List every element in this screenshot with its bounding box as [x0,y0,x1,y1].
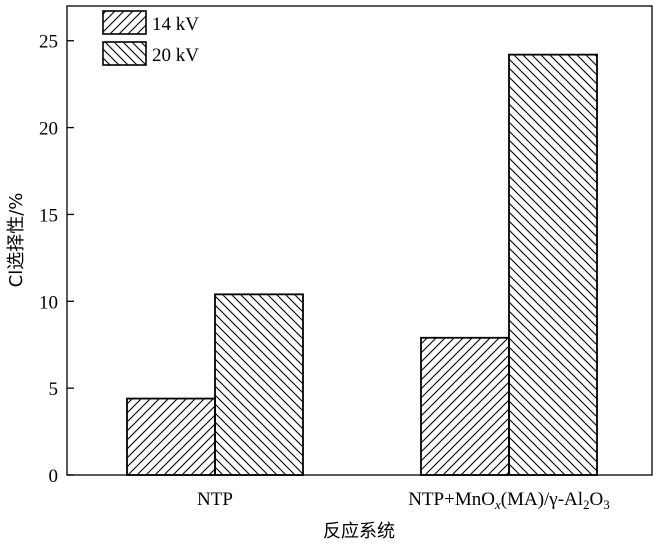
y-tick-label: 5 [49,379,59,400]
bar [420,336,510,476]
y-tick-label: 15 [39,205,58,226]
legend-label: 14 kV [152,14,199,35]
bar [126,397,216,476]
x-tick-label: NTP+MnOx(MA)/γ-Al2O3 [408,489,610,512]
legend-swatch [102,10,147,35]
bars [126,53,598,476]
legend-label: 20 kV [152,45,199,66]
legend-swatch [102,41,147,66]
bar [214,293,304,476]
bar [508,53,598,476]
plot-frame [66,5,653,476]
y-axis: 0 5 10 15 20 25 [39,32,74,487]
x-axis-title: 反应系统 [323,521,395,542]
x-tick-label: NTP [197,489,233,510]
y-tick-label: 20 [39,119,58,140]
y-tick-label: 25 [39,32,58,53]
y-tick-label: 0 [49,466,59,487]
legend: 14 kV 20 kV [102,10,199,66]
y-tick-label: 10 [39,292,58,313]
x-axis-labels: NTP NTP+MnOx(MA)/γ-Al2O3 [197,489,610,512]
y-axis-title: Cl选择性/% [6,193,27,288]
